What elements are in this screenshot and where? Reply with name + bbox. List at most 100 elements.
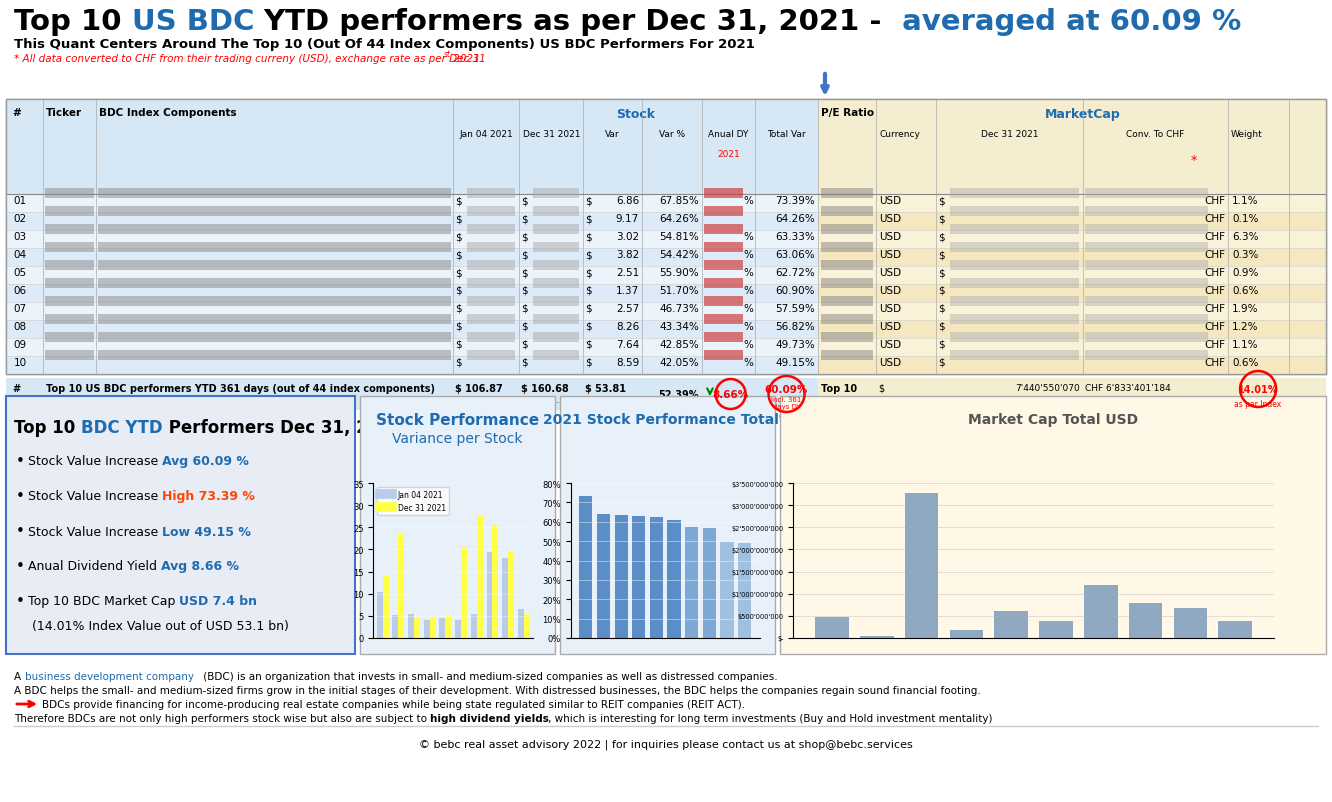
Bar: [1219, 622, 1252, 638]
Bar: [99, 350, 450, 361]
Text: 2.51: 2.51: [615, 268, 639, 277]
Text: $: $: [586, 249, 591, 260]
Text: 0.3%: 0.3%: [1232, 249, 1259, 260]
Text: $: $: [456, 286, 461, 296]
Text: high dividend yields: high dividend yields: [430, 713, 549, 723]
Bar: [99, 225, 450, 235]
Bar: [597, 514, 610, 638]
Text: $: $: [522, 232, 527, 241]
Bar: [1084, 585, 1118, 638]
Bar: [45, 188, 93, 199]
Bar: [705, 333, 743, 342]
Bar: [534, 225, 579, 235]
Bar: [951, 333, 1079, 342]
Bar: [818, 100, 1325, 195]
Text: •: •: [16, 524, 25, 539]
Text: USD: USD: [879, 286, 902, 296]
Bar: [45, 350, 93, 361]
Bar: [393, 615, 398, 638]
Bar: [414, 618, 420, 638]
Text: 8.26: 8.26: [615, 322, 639, 331]
Bar: [705, 261, 743, 270]
Text: $: $: [586, 214, 591, 224]
Text: Var: Var: [606, 130, 619, 139]
Text: Stock: Stock: [615, 107, 655, 121]
Bar: [951, 188, 1079, 199]
Text: YTD performers as per Dec 31, 2021 -: YTD performers as per Dec 31, 2021 -: [254, 8, 891, 36]
Bar: [45, 261, 93, 270]
Bar: [818, 213, 1325, 231]
Text: •: •: [16, 593, 25, 609]
Text: USD: USD: [879, 339, 902, 350]
Text: $: $: [456, 196, 461, 206]
Text: %: %: [743, 196, 753, 206]
Bar: [781, 396, 1325, 654]
Bar: [507, 552, 514, 638]
Bar: [951, 314, 1079, 325]
Text: Low 49.15 %: Low 49.15 %: [163, 525, 252, 538]
Text: $: $: [522, 322, 527, 331]
Bar: [705, 278, 743, 289]
Bar: [7, 321, 818, 338]
Text: $: $: [939, 339, 944, 350]
Text: 0.1%: 0.1%: [1232, 214, 1259, 224]
Text: •: •: [16, 559, 25, 573]
Bar: [477, 516, 482, 638]
Bar: [810, 642, 1257, 656]
Bar: [45, 314, 93, 325]
Bar: [818, 321, 1325, 338]
Text: USD: USD: [879, 268, 902, 277]
Text: st: st: [444, 50, 452, 59]
Text: 2.57: 2.57: [615, 304, 639, 314]
Text: 49.73%: 49.73%: [775, 339, 815, 350]
Bar: [1086, 333, 1208, 342]
Bar: [534, 278, 579, 289]
Text: 0.6%: 0.6%: [1232, 286, 1259, 296]
Text: #: #: [12, 107, 21, 118]
Text: 6.86: 6.86: [615, 196, 639, 206]
Text: (14.01% Index Value out of USD 53.1 bn): (14.01% Index Value out of USD 53.1 bn): [32, 620, 289, 633]
Text: $: $: [456, 232, 461, 241]
Bar: [445, 616, 452, 638]
Bar: [468, 333, 515, 342]
Bar: [1086, 188, 1208, 199]
Bar: [1128, 603, 1163, 638]
Bar: [493, 525, 498, 638]
Text: 06: 06: [13, 286, 27, 296]
Bar: [821, 278, 874, 289]
Text: 05: 05: [13, 268, 27, 277]
Text: $: $: [939, 268, 944, 277]
Bar: [7, 302, 818, 321]
Text: $: $: [586, 322, 591, 331]
Bar: [821, 225, 874, 235]
Text: Stock Value Increase: Stock Value Increase: [28, 525, 163, 538]
Text: 1.1%: 1.1%: [1232, 196, 1259, 206]
Text: USD: USD: [879, 196, 902, 206]
Text: %: %: [743, 268, 753, 277]
Text: $: $: [522, 358, 527, 367]
Text: 64.26%: 64.26%: [775, 214, 815, 224]
Bar: [721, 542, 734, 638]
Text: $: $: [939, 358, 944, 367]
Text: as per Index: as per Index: [1235, 400, 1281, 409]
Text: 07: 07: [13, 304, 27, 314]
Bar: [818, 249, 1325, 267]
Bar: [1086, 225, 1208, 235]
Bar: [818, 285, 1325, 302]
Text: 63.06%: 63.06%: [775, 249, 815, 260]
Text: Anual Dividend Yield: Anual Dividend Yield: [28, 560, 161, 573]
Text: 62.72%: 62.72%: [775, 268, 815, 277]
Bar: [468, 243, 515, 253]
Bar: [1173, 608, 1207, 638]
Bar: [818, 267, 1325, 285]
Text: 04: 04: [13, 249, 27, 260]
Bar: [738, 543, 751, 638]
Bar: [951, 278, 1079, 289]
Bar: [705, 188, 743, 199]
Text: $: $: [456, 249, 461, 260]
Text: $: $: [456, 304, 461, 314]
Bar: [821, 207, 874, 217]
Bar: [559, 396, 775, 654]
Text: $: $: [586, 286, 591, 296]
Text: %: %: [743, 322, 753, 331]
